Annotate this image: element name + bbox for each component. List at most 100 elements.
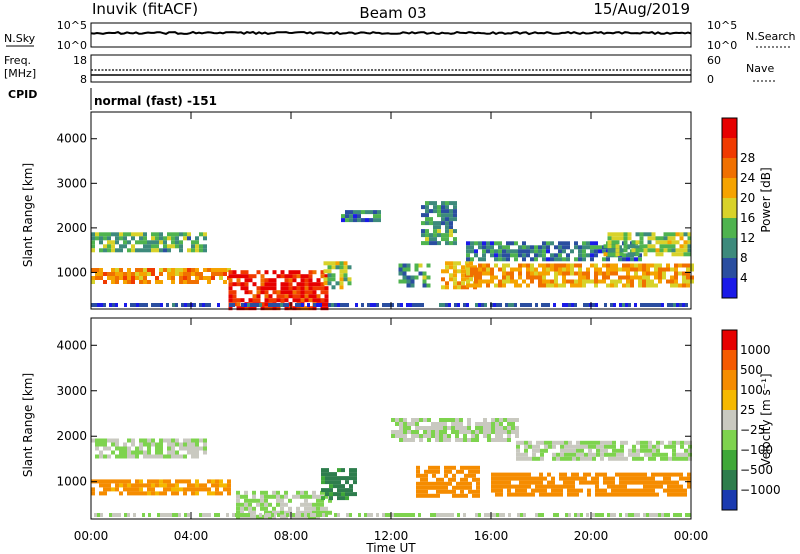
echo-cell: [443, 422, 447, 426]
echo-cell: [331, 265, 336, 270]
echo-cell: [654, 275, 658, 280]
echo-cell: [562, 275, 566, 280]
echo-cell: [574, 263, 578, 268]
echo-cell: [357, 214, 361, 219]
y-tick-label: 3000: [56, 384, 87, 398]
echo-cell: [688, 452, 692, 457]
ground-echo-cell: [442, 513, 445, 517]
echo-cell: [399, 426, 403, 430]
echo-cell: [203, 438, 207, 443]
echo-cell: [627, 244, 632, 249]
echo-cell: [650, 279, 654, 284]
echo-cell: [119, 248, 123, 253]
echo-cell: [452, 485, 456, 490]
echo-cell: [476, 485, 480, 490]
echo-cell: [502, 283, 506, 288]
echo-cell: [248, 298, 253, 303]
echo-cell: [476, 465, 480, 470]
echo-cell: [223, 280, 227, 284]
echo-cell: [304, 502, 308, 507]
echo-cell: [159, 248, 163, 253]
echo-cell: [539, 484, 543, 489]
ground-echo-cell: [664, 513, 667, 517]
echo-cell: [437, 213, 441, 218]
echo-cell: [615, 472, 619, 477]
echo-cell: [91, 232, 95, 237]
echo-cell: [159, 454, 163, 459]
echo-cell: [546, 267, 550, 272]
echo-cell: [518, 253, 522, 258]
echo-cell: [147, 248, 151, 253]
echo-cell: [425, 205, 429, 210]
echo-cell: [127, 438, 131, 443]
echo-cell: [659, 236, 664, 241]
echo-cell: [432, 469, 436, 474]
echo-cell: [171, 438, 175, 443]
echo-cell: [514, 283, 518, 288]
echo-cell: [640, 456, 644, 461]
echo-cell: [499, 426, 503, 430]
echo-cell: [486, 249, 490, 254]
echo-cell: [453, 201, 457, 206]
echo-cell: [534, 257, 538, 262]
echo-cell: [472, 489, 476, 494]
echo-cell: [464, 473, 468, 478]
echo-cell: [482, 249, 486, 254]
echo-cell: [353, 468, 357, 473]
echo-cell: [341, 218, 345, 223]
echo-cell: [519, 488, 523, 493]
echo-cell: [675, 240, 680, 245]
echo-cell: [538, 253, 542, 258]
echo-cell: [616, 448, 620, 453]
echo-cell: [300, 290, 305, 295]
ground-echo-cell: [397, 303, 400, 307]
echo-cell: [406, 263, 411, 268]
echo-cell: [631, 480, 635, 485]
echo-cell: [199, 232, 203, 237]
echo-cell: [260, 282, 265, 287]
echo-cell: [651, 484, 655, 489]
ground-echo-cell: [514, 303, 517, 307]
ground-echo-cell: [160, 303, 163, 307]
echo-cell: [453, 269, 457, 274]
echo-cell: [244, 278, 249, 283]
echo-cell: [675, 232, 680, 237]
echo-cell: [687, 232, 692, 237]
echo-cell: [445, 241, 449, 246]
echo-cell: [474, 271, 478, 276]
echo-cell: [596, 444, 600, 449]
echo-cell: [312, 294, 317, 299]
echo-cell: [127, 240, 131, 245]
echo-cell: [391, 418, 395, 422]
echo-cell: [449, 229, 453, 234]
echo-cell: [461, 285, 465, 290]
echo-cell: [518, 263, 522, 268]
ground-echo-cell: [463, 513, 466, 517]
echo-cell: [515, 484, 519, 489]
echo-cell: [308, 274, 313, 279]
ground-echo-cell: [250, 303, 253, 307]
echo-cell: [495, 492, 499, 497]
echo-cell: [507, 430, 511, 434]
echo-cell: [674, 263, 678, 268]
echo-cell: [203, 232, 207, 237]
echo-cell: [502, 249, 506, 254]
echo-cell: [540, 452, 544, 457]
echo-cell: [546, 241, 550, 246]
echo-cell: [276, 490, 280, 495]
colorbar-tick-label: 1000: [740, 343, 771, 357]
echo-cell: [171, 483, 175, 488]
echo-cell: [199, 272, 203, 276]
echo-cell: [459, 438, 463, 442]
echo-cell: [475, 422, 479, 426]
ground-echo-cell: [649, 513, 652, 517]
echo-cell: [183, 491, 187, 496]
echo-cell: [441, 217, 445, 222]
echo-cell: [308, 510, 312, 515]
echo-cell: [588, 448, 592, 453]
echo-cell: [468, 481, 472, 486]
echo-cell: [466, 257, 470, 262]
ground-echo-cell: [163, 513, 166, 517]
echo-cell: [622, 263, 626, 268]
